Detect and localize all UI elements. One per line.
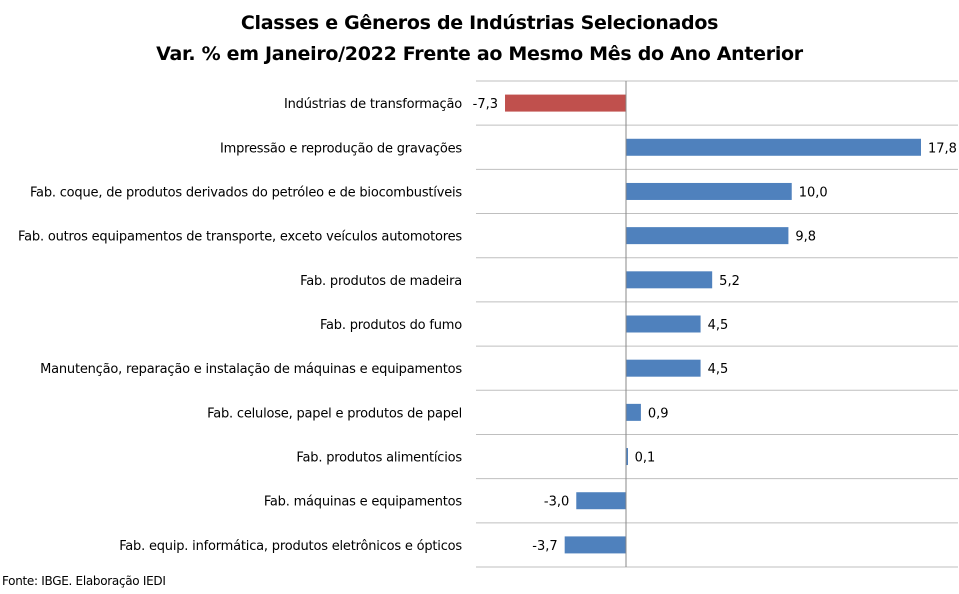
data-label: -3,0 bbox=[544, 495, 569, 510]
data-label: 9,8 bbox=[795, 230, 816, 245]
bar bbox=[626, 359, 701, 377]
category-label: Fab. produtos do fumo bbox=[320, 318, 462, 333]
category-label: Fab. outros equipamentos de transporte, … bbox=[18, 230, 462, 245]
bar bbox=[576, 492, 626, 510]
bar bbox=[626, 403, 641, 421]
category-label: Fab. coque, de produtos derivados do pet… bbox=[30, 185, 462, 200]
data-label: -3,7 bbox=[532, 539, 557, 554]
data-label: 5,2 bbox=[719, 274, 740, 289]
bar bbox=[626, 448, 628, 466]
data-label: 10,0 bbox=[799, 185, 828, 200]
data-label: 4,5 bbox=[708, 362, 729, 377]
source-note: Fonte: IBGE. Elaboração IEDI bbox=[2, 574, 166, 588]
bar bbox=[626, 271, 713, 289]
data-label: 0,9 bbox=[648, 406, 669, 421]
category-label: Indústrias de transformação bbox=[284, 97, 462, 112]
chart-title-line-1: Classes e Gêneros de Indústrias Selecion… bbox=[240, 12, 719, 34]
chart-title-line-2: Var. % em Janeiro/2022 Frente ao Mesmo M… bbox=[156, 43, 803, 65]
bar bbox=[626, 227, 789, 245]
bar bbox=[505, 94, 626, 112]
category-label: Impressão e reprodução de gravações bbox=[220, 141, 462, 156]
bar bbox=[564, 536, 626, 554]
data-label: 0,1 bbox=[635, 451, 656, 466]
category-label: Fab. máquinas e equipamentos bbox=[264, 495, 463, 510]
data-label: -7,3 bbox=[473, 97, 498, 112]
data-label: 17,8 bbox=[928, 141, 957, 156]
category-label: Fab. equip. informática, produtos eletrô… bbox=[119, 539, 462, 554]
category-label: Fab. celulose, papel e produtos de papel bbox=[207, 406, 462, 421]
data-label: 4,5 bbox=[708, 318, 729, 333]
category-label: Fab. produtos alimentícios bbox=[296, 451, 462, 466]
bar bbox=[626, 315, 701, 333]
bar bbox=[626, 138, 921, 156]
category-label: Manutenção, reparação e instalação de má… bbox=[40, 362, 462, 377]
bar bbox=[626, 182, 792, 200]
category-label: Fab. produtos de madeira bbox=[300, 274, 462, 289]
